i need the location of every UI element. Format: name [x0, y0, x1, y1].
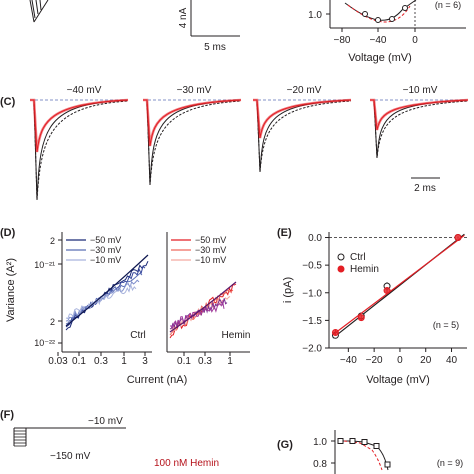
panel-e-y-tick-label: −1.5	[302, 316, 322, 327]
top-right-x-tick-3: 0	[412, 35, 418, 46]
top-right-x-tick-2: −40	[370, 35, 387, 46]
panel-e-hemin-point	[383, 287, 391, 295]
panel-d-y-tick-3: 2	[50, 317, 55, 327]
top-traces-fragment	[29, 0, 49, 23]
panel-d-y-label: Variance (A²)	[5, 258, 17, 322]
panel-d-left-legend-3: −10 mV	[90, 255, 121, 265]
panel-e-n-label: (n = 5)	[433, 320, 459, 330]
panel-d-left-condition: Ctrl	[130, 330, 146, 341]
top-right-plot-fragment	[326, 0, 466, 32]
panel-d-left-x-tick-2: 0.1	[72, 356, 86, 367]
panel-f-pre-voltage: −150 mV	[50, 451, 91, 462]
top-right-x-label: Voltage (mV)	[348, 52, 412, 64]
panel-c-ctrl-trace	[143, 99, 242, 186]
panel-d-ctrl-curve	[65, 272, 143, 325]
panel-d-left-x-tick-4: 1	[121, 356, 127, 367]
panel-d-left-legend	[66, 239, 86, 261]
panel-e-x-label: Voltage (mV)	[366, 374, 430, 386]
panel-c-hemin-trace	[253, 99, 352, 139]
panel-d-right-x-tick-3: 1	[227, 356, 233, 367]
panel-d-right-legend-1: −50 mV	[195, 235, 226, 245]
panel-e-legend-ctrl: Ctrl	[350, 252, 366, 263]
panel-d-y-tick-1: 2	[50, 236, 55, 246]
panel-e-y-tick-label: −1.0	[302, 288, 322, 299]
panel-f-drug-label: 100 nM Hemin	[154, 458, 219, 469]
panel-c-voltage-1: −40 mV	[67, 85, 102, 96]
panel-e-axes	[328, 232, 467, 349]
panel-e-plot: −40 −20 0 20 40 0.0 −0.5 −1.0 −1.5 −2.0	[302, 233, 467, 366]
panel-f-protocol	[13, 427, 126, 447]
panel-d-left-legend-1: −50 mV	[90, 235, 121, 245]
panel-e-legend-hemin: Hemin	[350, 264, 379, 275]
panel-d-right-condition: Hemin	[222, 330, 251, 341]
panel-d-y-tick-2: 10⁻²¹	[34, 260, 55, 270]
panel-e-hemin-point	[357, 314, 365, 322]
panel-c-ctrl-trace	[253, 99, 352, 173]
panel-g-axes	[331, 430, 336, 474]
panel-e-hemin-fit-line	[332, 234, 465, 336]
panel-f-letter: (F)	[0, 409, 14, 421]
panel-c-voltage-2: −30 mV	[177, 85, 212, 96]
panel-c-ctrl-trace	[370, 99, 469, 159]
top-scalebar	[190, 0, 240, 37]
panel-d-hemin-fit	[169, 281, 237, 333]
panel-d-hemin-curve	[169, 289, 234, 336]
panel-e-y-tick-label: −0.5	[302, 261, 322, 272]
panel-e-x-tick-label: 40	[446, 355, 458, 366]
panel-f-hold-voltage: −10 mV	[88, 416, 123, 427]
panel-d-right-x-tick-2: 0.3	[198, 356, 212, 367]
top-right-y-tick: 1.0	[308, 10, 322, 21]
panel-d-left-x-tick-3: 0.3	[94, 356, 108, 367]
panel-c-letter: (C)	[0, 96, 16, 108]
top-scalebar-time-label: 5 ms	[204, 42, 226, 53]
top-scalebar-current-label: 4 nA	[178, 7, 189, 28]
panel-e-x-tick-label: 20	[420, 355, 432, 366]
panel-d-right-legend-3: −10 mV	[195, 255, 226, 265]
panel-e-y-tick-label: −2.0	[302, 344, 322, 355]
panel-d-left-axes	[61, 232, 152, 353]
panel-c-voltage-3: −20 mV	[287, 85, 322, 96]
top-right-x-tick-1: −80	[334, 35, 351, 46]
panel-d-right-axes	[166, 232, 250, 353]
panel-d-curves	[65, 254, 237, 339]
panel-d-right-legend-2: −30 mV	[195, 245, 226, 255]
panel-d-ctrl-curve	[65, 279, 140, 322]
panel-c-scalebar-label: 2 ms	[414, 183, 436, 194]
panel-c-voltage-4: −10 mV	[403, 85, 438, 96]
panel-g-y-tick-1: 1.0	[313, 437, 327, 448]
panel-d-left-x-tick-1: 0.03	[48, 356, 68, 367]
panel-e-hemin-point	[454, 234, 462, 242]
panel-c-hemin-trace	[143, 99, 242, 147]
panel-d-y-tick-4: 10⁻²²	[34, 338, 55, 348]
panel-g-curves	[337, 438, 391, 471]
panel-e-legend	[337, 253, 345, 273]
panel-c-hemin-trace	[30, 99, 129, 153]
panel-c-ctrl-trace	[30, 99, 129, 201]
panel-e-y-tick-label: 0.0	[308, 233, 322, 244]
panel-c-ctrl-fit	[30, 99, 129, 201]
panel-d-hemin-curve	[169, 300, 225, 330]
panel-e-letter: (E)	[277, 227, 292, 239]
panel-d-ctrl-fit	[65, 254, 149, 327]
panel-d-right-legend	[171, 239, 191, 261]
panel-e-x-tick-label: −40	[340, 355, 357, 366]
panel-e-x-tick-label: 0	[397, 355, 403, 366]
panel-g-letter: (G)	[277, 439, 293, 451]
panel-g-y-tick-2: 0.8	[313, 459, 327, 470]
panel-e-x-tick-label: −20	[366, 355, 383, 366]
panel-d-left-legend-2: −30 mV	[90, 245, 121, 255]
panel-d-letter: (D)	[0, 227, 16, 239]
panel-c-hemin-trace	[370, 99, 469, 131]
panel-d-x-label: Current (nA)	[127, 374, 188, 386]
top-right-n-label: (n = 6)	[435, 0, 461, 10]
panel-d-left-x-tick-5: 3	[142, 356, 148, 367]
panel-d-ticks	[57, 239, 231, 356]
panel-e-y-label: i (pA)	[282, 277, 294, 303]
panel-e-hemin-point	[331, 329, 339, 337]
panel-g-n-label: (n = 9)	[437, 458, 463, 468]
panel-d-ctrl-curve	[65, 283, 137, 320]
panel-d-right-x-tick-1: 0.1	[177, 356, 191, 367]
panel-c-traces	[30, 98, 469, 201]
